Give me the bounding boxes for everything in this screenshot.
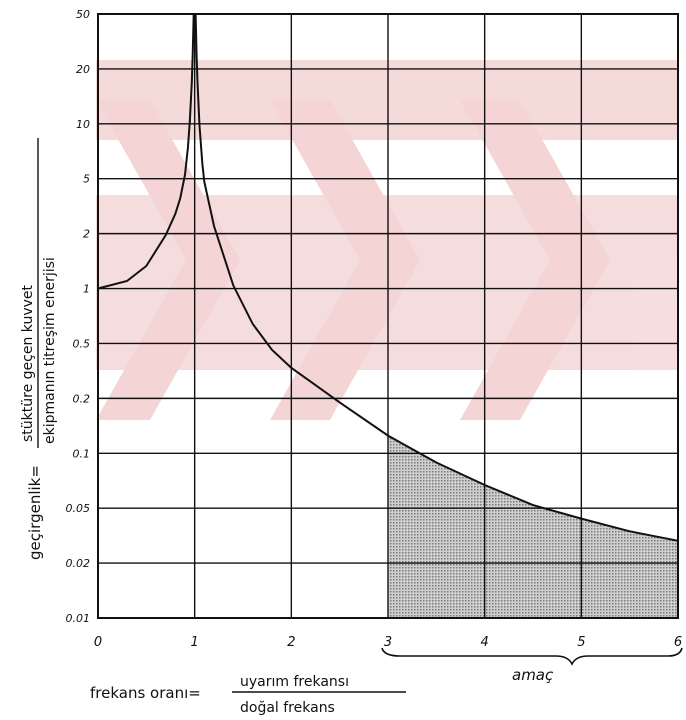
transmissibility-curve (97, 13, 679, 542)
x-tick-label: 2 (287, 635, 295, 650)
x-tick-label: 6 (674, 635, 682, 650)
x-tick-label: 3 (384, 635, 392, 650)
y-tick-label: 0.2 (73, 392, 91, 405)
y-tick-label: 1 (83, 283, 90, 296)
curve-above-resonance (194, 13, 679, 542)
x-tick-label: 5 (577, 635, 585, 650)
plot-frame (97, 13, 679, 619)
watermark-band-top (96, 60, 678, 140)
x-axis-label-numerator: uyarım frekansı (240, 674, 349, 690)
shaded-target-area (388, 435, 678, 618)
y-tick-label: 2 (83, 228, 90, 241)
watermark-chevron-2 (270, 100, 420, 420)
y-tick-label: 10 (76, 118, 90, 131)
curve-below-resonance (97, 13, 195, 290)
y-tick-labels: 0.01 0.02 0.05 0.1 0.2 0.5 1 2 5 10 20 50 (66, 8, 91, 625)
annotation-brace (381, 647, 683, 666)
watermark-chevron-3 (460, 100, 610, 420)
annotation-label: amaç (512, 666, 554, 684)
y-axis-label-prefix: geçirgenlik= (26, 465, 44, 560)
watermark-background (96, 60, 678, 420)
y-axis-label-numerator: stüktüre geçen kuvvet (20, 284, 36, 442)
x-tick-label: 0 (94, 635, 102, 650)
y-tick-label: 0.5 (73, 337, 91, 350)
y-axis-label: geçirgenlik= stüktüre geçen kuvvet ekipm… (20, 138, 58, 560)
x-axis-label-prefix: frekans oranı= (90, 684, 201, 702)
y-tick-label: 0.01 (66, 612, 91, 625)
x-tick-label: 1 (191, 635, 199, 650)
watermark-chevron-1 (96, 100, 240, 420)
y-tick-label: 0.02 (66, 557, 91, 570)
x-tick-label: 4 (481, 635, 489, 650)
y-tick-label: 20 (76, 63, 90, 76)
y-tick-label: 0.05 (66, 502, 91, 515)
target-region-shading (388, 435, 678, 618)
x-axis-label-denominator: doğal frekans (240, 700, 335, 716)
y-axis-label-denominator: ekipmanın titreşim enerjisi (42, 257, 58, 444)
y-tick-label: 50 (76, 8, 90, 21)
y-tick-label: 5 (83, 173, 90, 186)
x-tick-labels: 0 1 2 3 4 5 6 (94, 635, 682, 650)
chart-grid (97, 13, 679, 619)
y-tick-label: 0.1 (73, 447, 91, 460)
